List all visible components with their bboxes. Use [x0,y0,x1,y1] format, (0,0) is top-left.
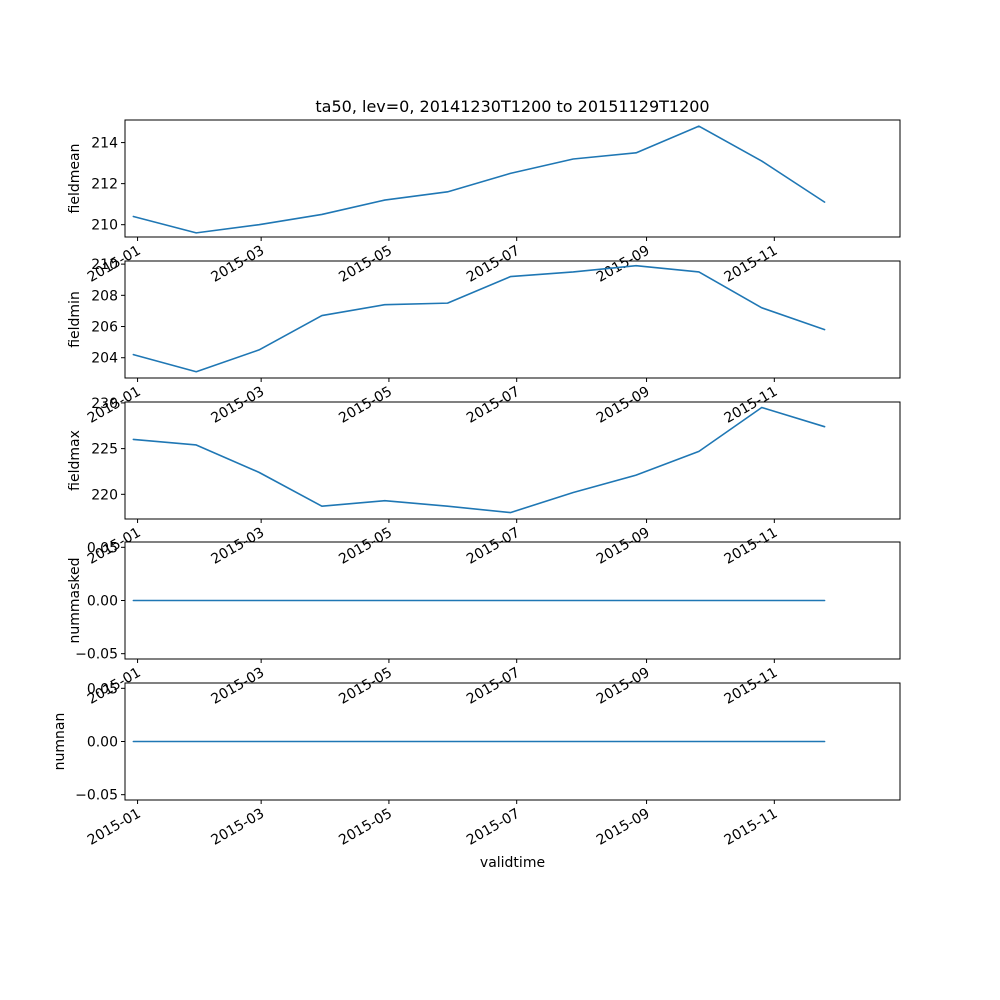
y-tick-label: 212 [91,177,118,193]
y-tick-label: 214 [91,136,118,152]
y-tick-label: 0.05 [87,540,118,556]
y-axis-label: fieldmean [67,144,83,214]
y-tick-label: 204 [91,351,118,367]
chart-title: ta50, lev=0, 20141230T1200 to 20151129T1… [315,97,709,116]
series-line-fieldmax [132,406,826,514]
series-line-fieldmin [132,264,826,373]
x-axis-label: validtime [480,855,545,871]
y-tick-label: 206 [91,320,118,336]
y-axis-label: numnan [52,713,68,771]
y-tick-label: 0.00 [87,735,118,751]
y-tick-label: 220 [91,487,118,503]
axes-frame [124,401,901,520]
y-tick-label: 225 [91,442,118,458]
y-tick-label: 0.05 [87,681,118,697]
y-axis-label: fieldmin [67,291,83,348]
y-tick-label: 210 [91,257,118,273]
series-line-fieldmean [132,125,826,234]
y-tick-label: −0.05 [75,788,118,804]
y-tick-label: −0.05 [75,647,118,663]
y-tick-label: 208 [91,288,118,304]
y-tick-label: 210 [91,218,118,234]
y-tick-label: 0.00 [87,594,118,610]
axes-frame [124,260,901,379]
y-axis-label: fieldmax [67,430,83,491]
y-axis-label: nummasked [67,557,83,643]
axes-frame [124,119,901,238]
y-tick-label: 230 [91,396,118,412]
